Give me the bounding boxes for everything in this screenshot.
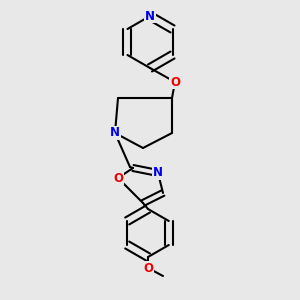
Text: O: O [143,262,153,275]
Text: N: N [110,127,120,140]
Text: N: N [153,167,163,179]
Text: N: N [145,10,155,22]
Text: O: O [170,76,180,88]
Text: O: O [113,172,123,184]
